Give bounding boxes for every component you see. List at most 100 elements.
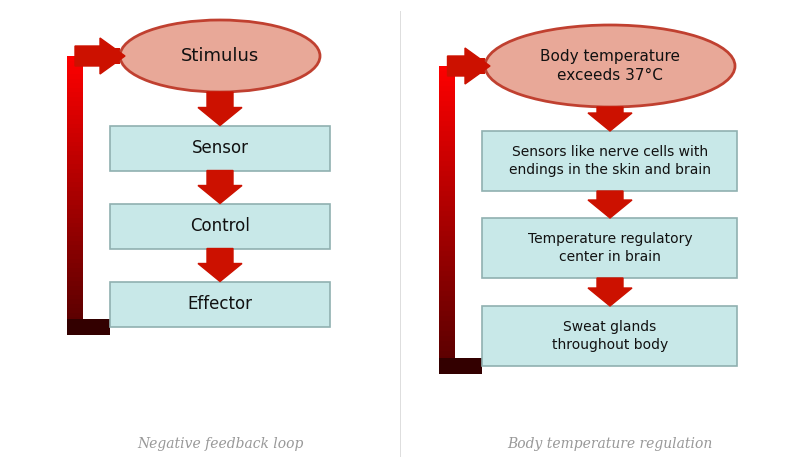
Bar	[67, 236, 83, 241]
Bar	[67, 141, 83, 146]
Text: Temperature regulatory
center in brain: Temperature regulatory center in brain	[528, 232, 692, 264]
Bar	[67, 55, 83, 61]
Bar	[67, 209, 83, 214]
Bar	[440, 251, 456, 256]
Bar	[67, 231, 83, 236]
Text: Body temperature regulation: Body temperature regulation	[507, 437, 713, 451]
Bar	[440, 180, 456, 186]
Bar	[440, 350, 456, 356]
Bar	[67, 195, 83, 200]
Bar	[67, 313, 83, 317]
Bar	[67, 249, 83, 254]
Text: Sweat glands
throughout body: Sweat glands throughout body	[552, 320, 668, 352]
Bar	[440, 240, 456, 246]
FancyBboxPatch shape	[110, 204, 330, 248]
Bar	[67, 267, 83, 273]
Bar	[440, 330, 456, 336]
Bar	[440, 185, 456, 191]
Bar	[440, 206, 456, 211]
Bar	[440, 160, 456, 166]
Bar	[67, 101, 83, 106]
Bar	[67, 254, 83, 259]
Bar	[440, 336, 456, 341]
Bar	[67, 263, 83, 268]
Bar	[67, 173, 83, 178]
Bar	[440, 306, 456, 311]
Bar	[67, 155, 83, 160]
Bar	[440, 156, 456, 161]
FancyBboxPatch shape	[482, 218, 738, 278]
Bar	[448, 58, 485, 74]
Bar	[67, 186, 83, 191]
Bar	[440, 125, 456, 131]
Bar	[67, 82, 83, 88]
Bar	[67, 168, 83, 173]
Bar	[67, 303, 83, 308]
Bar	[440, 260, 456, 266]
Bar	[67, 177, 83, 182]
Text: Effector: Effector	[187, 295, 252, 313]
Bar	[440, 235, 456, 241]
Bar	[67, 318, 110, 335]
Bar	[67, 78, 83, 83]
Bar	[67, 218, 83, 223]
Bar	[440, 215, 456, 221]
Polygon shape	[198, 92, 242, 125]
Bar	[440, 270, 456, 276]
Bar	[67, 123, 83, 128]
Bar	[67, 295, 83, 300]
Bar	[67, 182, 83, 187]
Bar	[440, 196, 456, 201]
Bar	[67, 159, 83, 164]
FancyBboxPatch shape	[482, 306, 738, 366]
Bar	[440, 96, 456, 101]
Polygon shape	[588, 107, 632, 131]
Bar	[440, 200, 456, 206]
Bar	[440, 231, 456, 236]
Bar	[440, 85, 456, 91]
Bar	[67, 272, 83, 277]
Bar	[440, 341, 456, 346]
Bar	[440, 165, 456, 171]
Bar	[67, 105, 83, 110]
Text: Stimulus: Stimulus	[181, 47, 260, 65]
Bar	[67, 322, 83, 327]
Bar	[67, 69, 83, 74]
Bar	[440, 286, 456, 291]
Bar	[440, 145, 456, 151]
Bar	[67, 281, 83, 286]
Bar	[440, 295, 456, 301]
Bar	[440, 255, 456, 261]
Bar	[440, 325, 456, 331]
Bar	[440, 191, 456, 196]
Bar	[440, 301, 456, 306]
Bar	[67, 222, 83, 227]
Bar	[440, 70, 456, 76]
Bar	[67, 150, 83, 155]
Bar	[67, 64, 83, 69]
Bar	[67, 132, 83, 137]
Polygon shape	[448, 48, 490, 84]
Text: Negative feedback loop: Negative feedback loop	[137, 437, 304, 451]
Bar	[440, 226, 456, 231]
Bar	[67, 87, 83, 92]
Bar	[440, 81, 456, 86]
Bar	[440, 101, 456, 106]
Bar	[440, 141, 456, 146]
Bar	[440, 211, 456, 216]
Polygon shape	[198, 171, 242, 204]
Bar	[440, 90, 456, 96]
Bar	[440, 275, 456, 281]
Bar	[67, 204, 83, 209]
Bar	[67, 290, 83, 295]
Bar	[440, 246, 456, 251]
Bar	[67, 213, 83, 218]
Bar	[440, 176, 456, 181]
Bar	[440, 75, 456, 81]
Polygon shape	[588, 278, 632, 306]
Bar	[67, 285, 83, 290]
Text: Sensors like nerve cells with
endings in the skin and brain: Sensors like nerve cells with endings in…	[509, 145, 711, 177]
FancyBboxPatch shape	[482, 131, 738, 191]
Bar	[67, 91, 83, 96]
Bar	[440, 290, 456, 296]
